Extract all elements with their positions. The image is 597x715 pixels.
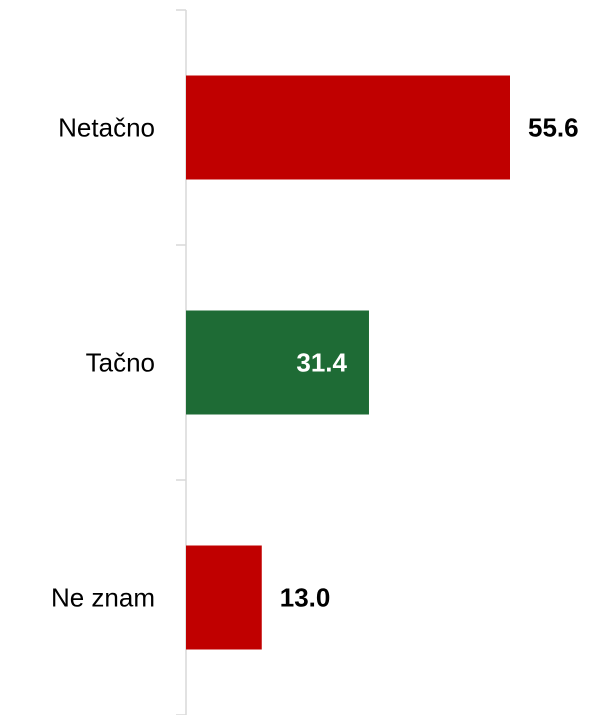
category-label: Ne znam <box>51 582 155 612</box>
bar <box>186 75 510 180</box>
bar <box>186 310 369 415</box>
category-label: Netačno <box>58 112 155 142</box>
data-label: 55.6 <box>528 112 579 142</box>
bar <box>186 545 262 650</box>
data-label: 31.4 <box>296 347 347 377</box>
data-label: 13.0 <box>280 582 331 612</box>
category-label: Tačno <box>86 347 155 377</box>
